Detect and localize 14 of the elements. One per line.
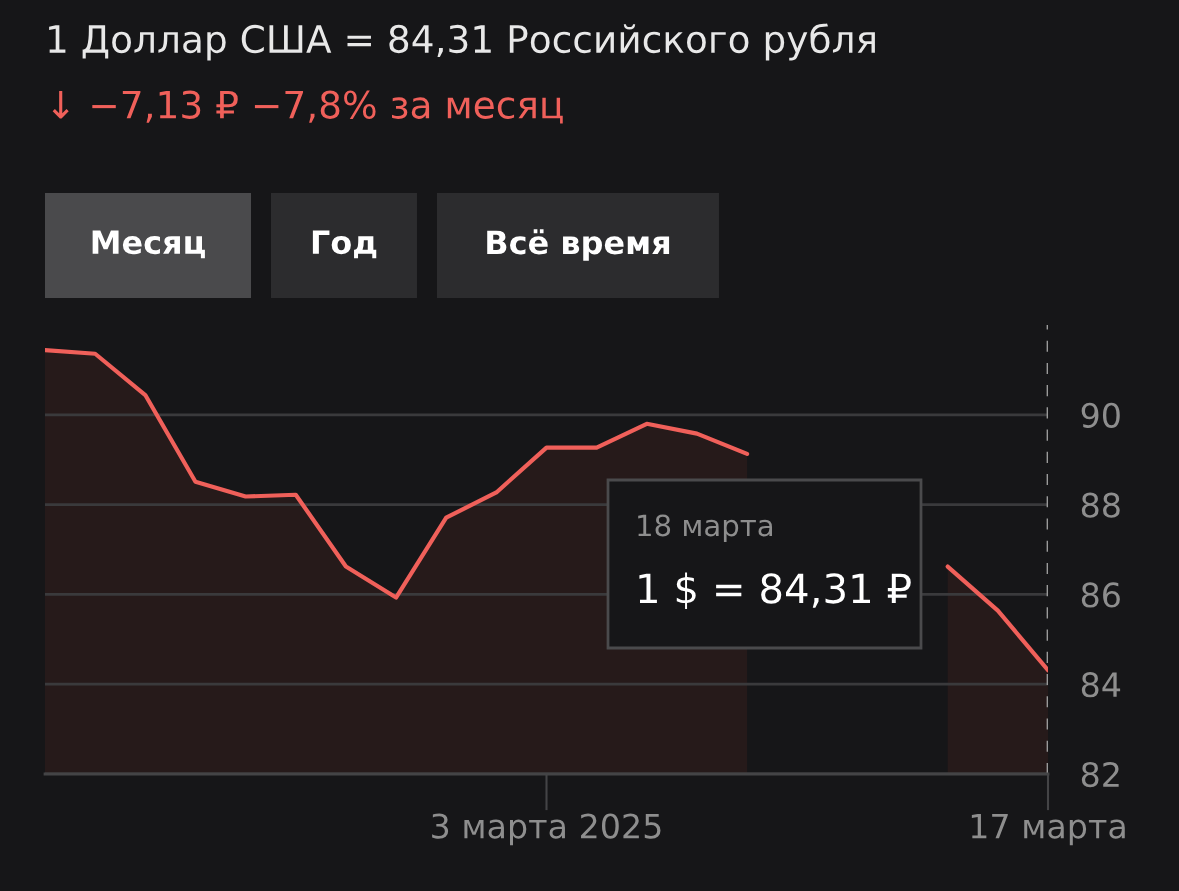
y-tick-label: 88 [1081,492,1120,518]
y-tick-label: 82 [1081,761,1119,788]
chart-subtitle: ↓ −7,13 ₽ −7,8% за месяц [52,90,563,124]
chart-title: 1 Доллар США = 84,31 Российского рубля [49,23,875,61]
y-tick-label: 90 [1081,402,1120,428]
y-tick-label: 84 [1081,672,1121,698]
x-tick-label: 3 марта 2025 [432,813,661,846]
annotation: 18 марта [638,514,772,543]
y-tick-label: 86 [1081,582,1120,608]
annotation: 1 $ = 84,31 ₽ [639,572,911,610]
text: Месяц [92,230,205,259]
x-tick-label: 17 марта [971,813,1125,846]
text: Всё время [487,229,670,261]
text: Год [312,230,377,259]
